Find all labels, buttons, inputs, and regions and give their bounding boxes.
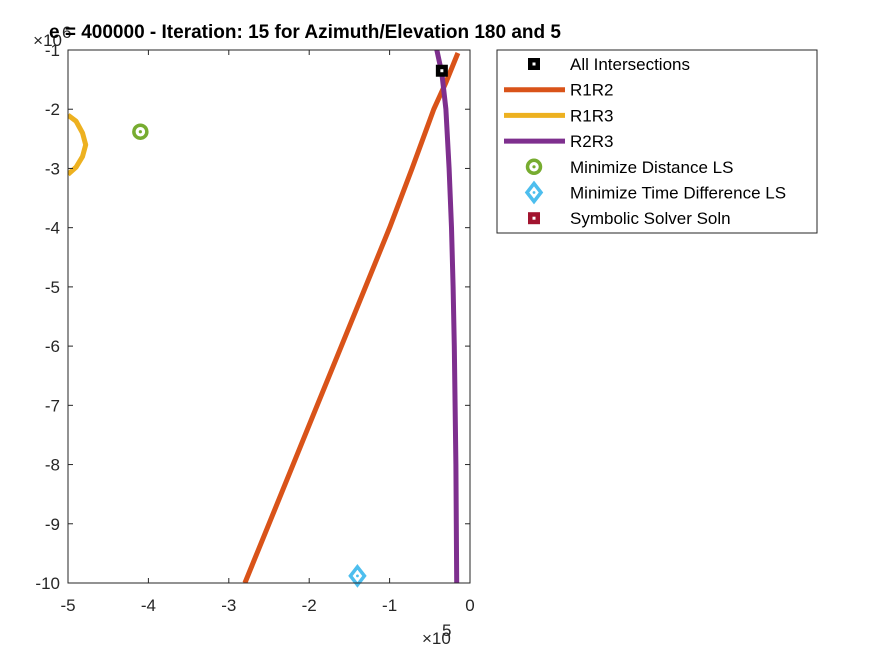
legend-entry-symbolic-solver-soln: Symbolic Solver Soln [528,209,731,228]
legend-label-r2r3: R2R3 [570,132,613,151]
series-line-r2r3 [434,50,460,583]
x-exponent-label: ×10 5 [422,621,451,648]
axes-background [68,50,470,583]
legend-swatch-symbolic-solver-soln [528,212,540,225]
legend: All Intersections R1R2 R1R3 R2R3 Minimize Di… [496,49,818,234]
data-point-minimize-time-difference-ls-0 [348,564,367,588]
y-tick-label: -7 [45,396,60,415]
legend-entry-minimize-time-difference-ls: Minimize Time Difference LS [524,180,786,205]
legend-swatch-minimize-distance-ls [525,158,543,176]
data-point-minimize-distance-ls-0 [132,123,149,140]
x-exponent-power: 5 [442,621,451,640]
series-layer [68,50,461,583]
series-line-r1r3 [68,113,89,177]
x-tick-label: -3 [221,596,236,615]
y-tick-label: -3 [45,159,60,178]
x-tick-label: -5 [60,596,75,615]
y-tick-label: -9 [45,515,60,534]
chart-title: e = 400000 - Iteration: 15 for Azimuth/E… [49,22,561,43]
marker-layer [132,64,448,588]
legend-entry-minimize-distance-ls: Minimize Distance LS [525,158,733,177]
y-tick-label: -4 [45,219,60,238]
legend-swatch-all-intersections [528,58,540,70]
legend-entry-all-intersections: All Intersections [528,55,690,74]
legend-label-symbolic-solver-soln: Symbolic Solver Soln [570,209,731,228]
data-point-all-intersections-0 [435,64,448,77]
series-line-r1r2 [242,52,461,583]
y-tick-label: -10 [35,574,60,593]
x-tick-label: -4 [141,596,156,615]
legend-swatch-minimize-time-difference-ls [524,180,544,205]
svg-text:×10: ×10 [422,629,451,648]
axes-box [67,49,471,584]
svg-text:×10: ×10 [33,31,62,50]
y-tick-label: -2 [45,100,60,119]
legend-label-all-intersections: All Intersections [570,55,690,74]
y-exponent-power: 6 [62,23,71,42]
legend-entry-r1r3: R1R3 [504,106,613,125]
legend-label-minimize-distance-ls: Minimize Distance LS [570,158,733,177]
y-tick-label: -5 [45,278,60,297]
legend-label-minimize-time-difference-ls: Minimize Time Difference LS [570,184,786,203]
y-tick-label: -1 [45,41,60,60]
legend-entry-r1r2: R1R2 [504,81,613,100]
y-exponent-label: ×10 6 [33,23,71,50]
x-tick-label: 0 [465,596,474,615]
legend-label-r1r2: R1R2 [570,81,613,100]
x-tick-label: -1 [382,596,397,615]
legend-entry-r2r3: R2R3 [504,132,613,151]
y-tick-label: -8 [45,456,60,475]
y-tick-label: -6 [45,337,60,356]
legend-label-r1r3: R1R3 [570,106,613,125]
x-tick-label: -2 [302,596,317,615]
tick-layer: -5 -4 -3 -2 -1 0-1-2-3-4-5-6-7-8-9-10 [35,41,474,615]
